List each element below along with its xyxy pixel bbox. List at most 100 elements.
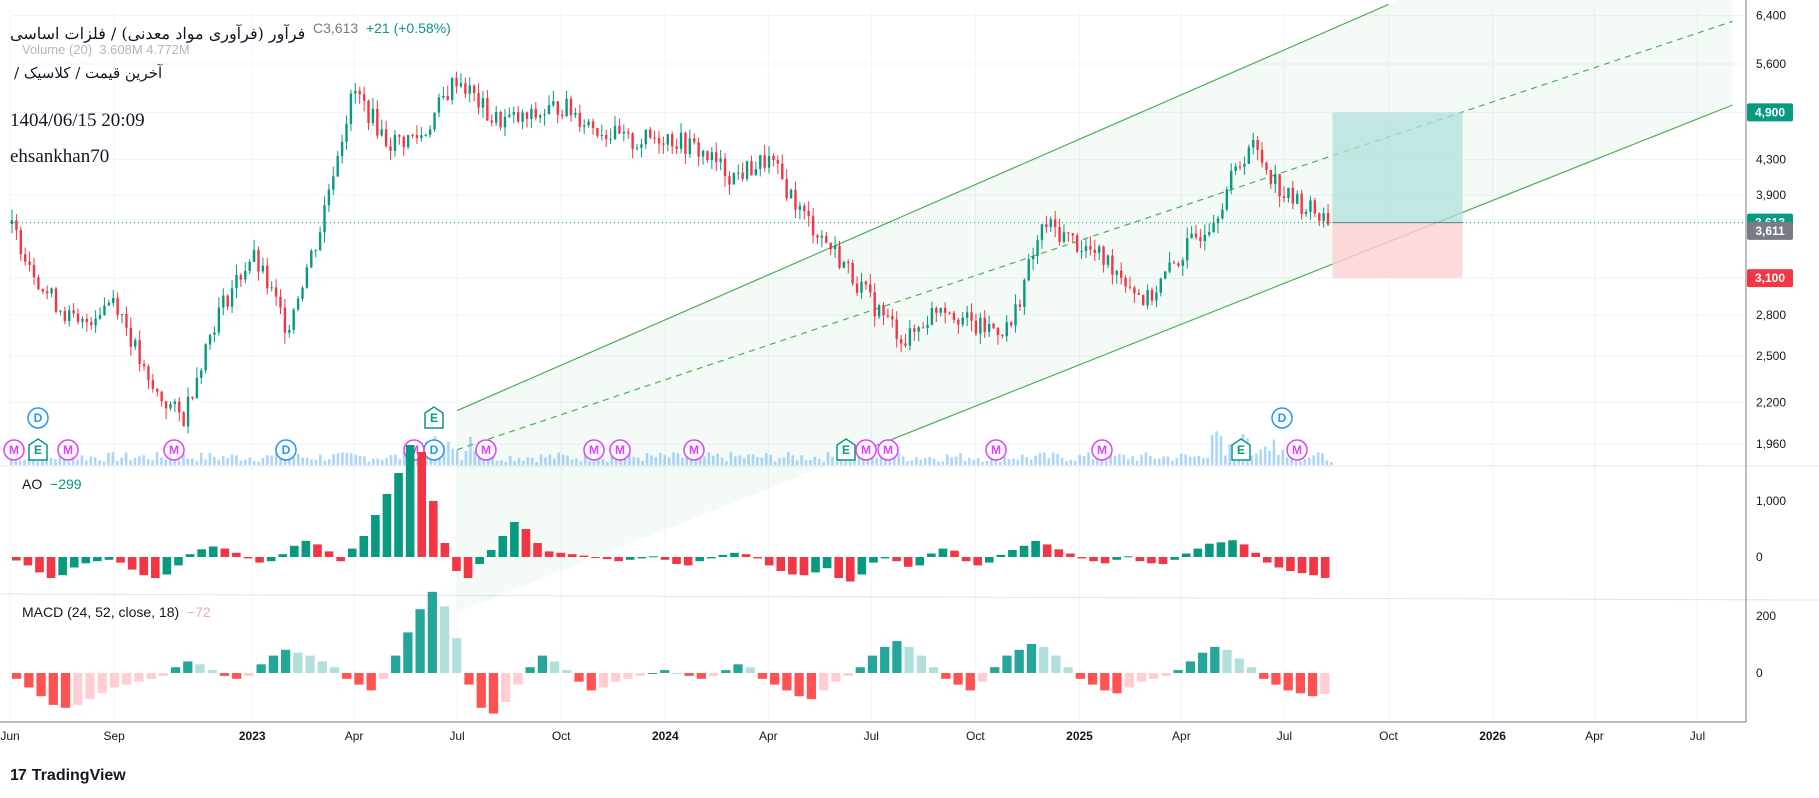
- ao-bar: [475, 557, 484, 564]
- candle-body: [1296, 193, 1299, 204]
- volume-bar: [76, 459, 79, 465]
- candle-body: [1089, 246, 1092, 250]
- candle-body: [1097, 246, 1101, 253]
- volume-bar: [182, 454, 185, 465]
- volume-bar: [455, 450, 459, 465]
- candle-body: [72, 310, 75, 314]
- ao-legend[interactable]: AO −299: [22, 476, 82, 492]
- candle-body: [979, 317, 982, 334]
- candle-body: [1247, 147, 1251, 164]
- candle-body: [296, 298, 300, 310]
- candle-body: [301, 287, 304, 299]
- candle-body: [274, 287, 278, 297]
- candle-body: [1009, 322, 1013, 326]
- macd-bar: [953, 673, 963, 685]
- volume-bar: [535, 461, 538, 465]
- earnings-marker-r1-1: [424, 406, 444, 429]
- macd-bar: [12, 673, 22, 679]
- volume-bar: [1250, 455, 1254, 465]
- candle-body: [107, 302, 111, 306]
- meeting-marker-r2-9: [683, 439, 705, 461]
- macd-name: MACD (24, 52, close, 18): [22, 604, 180, 620]
- volume-bar: [27, 457, 31, 465]
- volume-bar: [500, 460, 503, 465]
- volume-bar: [530, 457, 534, 465]
- volume-bar: [698, 452, 702, 465]
- event-marker-label: M: [63, 443, 73, 457]
- volume-bar: [681, 457, 684, 465]
- candle-body: [851, 263, 854, 284]
- candle-body: [1071, 233, 1074, 236]
- volume-bar: [319, 454, 322, 465]
- ao-bar: [1158, 557, 1168, 564]
- macd-bar: [672, 673, 682, 674]
- candle-body: [811, 216, 815, 236]
- candle-body: [1243, 163, 1246, 168]
- ao-axis-label: 0: [1756, 550, 1763, 564]
- candle-body: [367, 100, 370, 124]
- macd-bar: [415, 609, 425, 673]
- candle-body: [305, 267, 309, 288]
- ao-bar: [139, 557, 149, 576]
- candle-body: [640, 144, 643, 148]
- volume-bar: [354, 454, 357, 465]
- volume-bar: [628, 452, 631, 465]
- ao-bar: [892, 557, 901, 562]
- macd-bar: [158, 673, 168, 676]
- volume-bar: [570, 459, 574, 465]
- candle-body: [987, 323, 991, 332]
- volume-bar: [186, 458, 190, 465]
- volume-bar: [800, 455, 803, 465]
- candle-body: [776, 160, 780, 164]
- ao-bar: [104, 557, 114, 560]
- volume-bar: [266, 455, 269, 465]
- candle-body: [1102, 246, 1105, 265]
- volume-bar: [177, 460, 181, 465]
- volume-bar: [1087, 452, 1090, 465]
- volume-bar: [168, 456, 172, 465]
- candle-body: [1265, 162, 1268, 170]
- candle-body: [138, 340, 141, 365]
- ao-bar: [1262, 557, 1272, 563]
- ao-bar: [683, 557, 693, 566]
- candle-body: [204, 344, 207, 371]
- candle-body: [516, 112, 520, 122]
- macd-bar: [757, 673, 768, 679]
- channel-mid-line: [456, 20, 1733, 451]
- ao-bar: [1274, 557, 1284, 568]
- event-marker-label: D: [282, 443, 291, 457]
- volume-bar: [380, 459, 384, 465]
- candle-body: [270, 287, 273, 289]
- volume-bar: [508, 455, 512, 465]
- volume-bar: [1073, 460, 1077, 465]
- candle-body: [1221, 209, 1224, 219]
- ao-bar: [834, 557, 844, 578]
- event-marker-label: D: [1278, 411, 1287, 425]
- candle-body: [587, 121, 590, 126]
- dividend-marker-r1-3: [1271, 407, 1293, 429]
- candle-body: [1124, 277, 1127, 287]
- candle-body: [948, 312, 951, 314]
- candle-body: [37, 277, 40, 290]
- macd-bar: [476, 673, 486, 708]
- time-label: Apr: [759, 729, 778, 743]
- volume-bar: [138, 456, 141, 465]
- volume-bar: [283, 457, 287, 465]
- volume-bar: [557, 452, 561, 465]
- ao-bar: [289, 545, 299, 557]
- macd-legend[interactable]: MACD (24, 52, close, 18) −72: [22, 604, 211, 620]
- volume-bar: [778, 458, 781, 465]
- candle-body: [591, 121, 595, 129]
- macd-bar: [1075, 673, 1085, 679]
- volume-bar: [614, 457, 618, 465]
- ao-bar: [232, 552, 241, 557]
- ao-bar: [984, 557, 994, 563]
- candle-body: [19, 230, 23, 255]
- macd-bar: [611, 673, 621, 682]
- macd-bar: [1014, 649, 1024, 673]
- earnings-marker-r2-10: [836, 438, 856, 461]
- volume-bar: [160, 457, 163, 465]
- macd-bar: [1124, 673, 1134, 688]
- tradingview-logo[interactable]: 17 TradingView: [10, 767, 126, 785]
